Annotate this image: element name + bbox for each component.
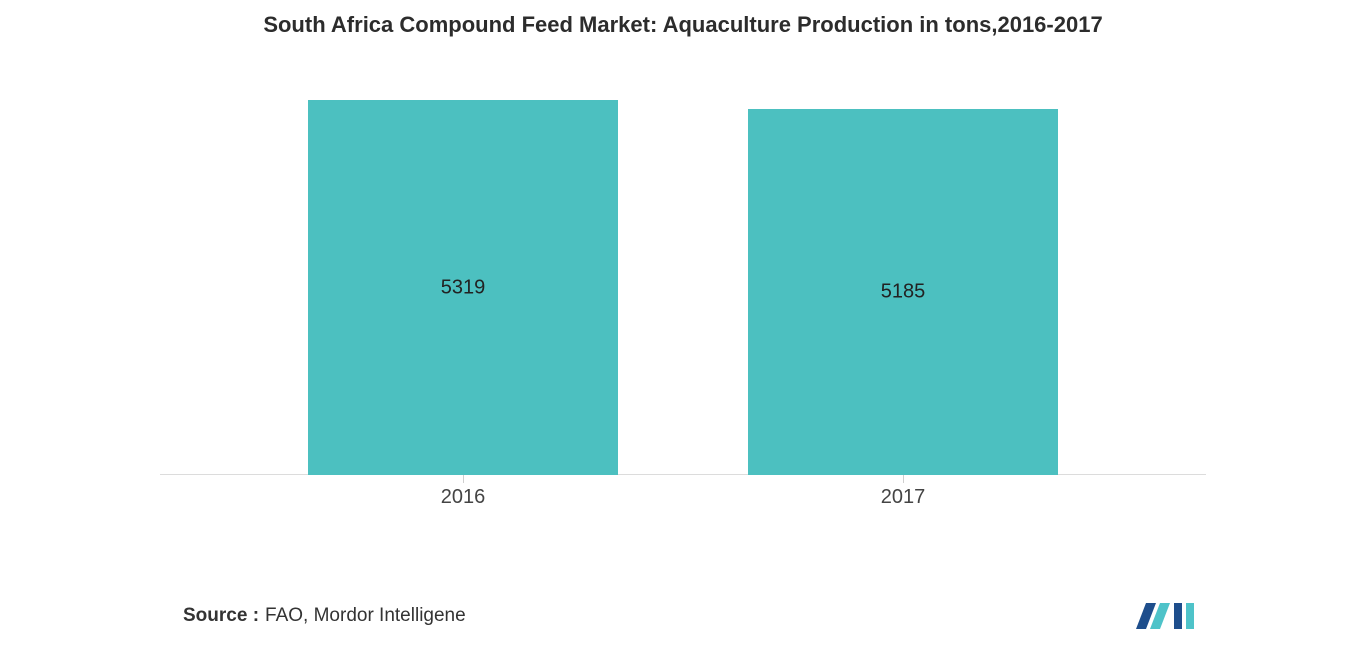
bar-value-label: 5319: [441, 276, 486, 299]
x-tick: [463, 475, 464, 483]
bar-value-label: 5185: [881, 281, 926, 304]
x-axis-label: 2016: [308, 486, 618, 509]
chart-area: 5319 2016 5185 2017: [160, 100, 1206, 475]
brand-logo: [1136, 599, 1196, 633]
bar-2017: 5185: [748, 109, 1058, 475]
x-axis-label: 2017: [748, 486, 1058, 509]
x-tick: [903, 475, 904, 483]
chart-title: South Africa Compound Feed Market: Aquac…: [0, 12, 1366, 38]
source-text: FAO, Mordor Intelligene: [265, 605, 466, 626]
brand-logo-icon: [1136, 599, 1196, 633]
bar-2016: 5319: [308, 100, 618, 475]
source-row: Source : FAO, Mordor Intelligene: [183, 605, 466, 627]
source-label: Source :: [183, 605, 259, 626]
